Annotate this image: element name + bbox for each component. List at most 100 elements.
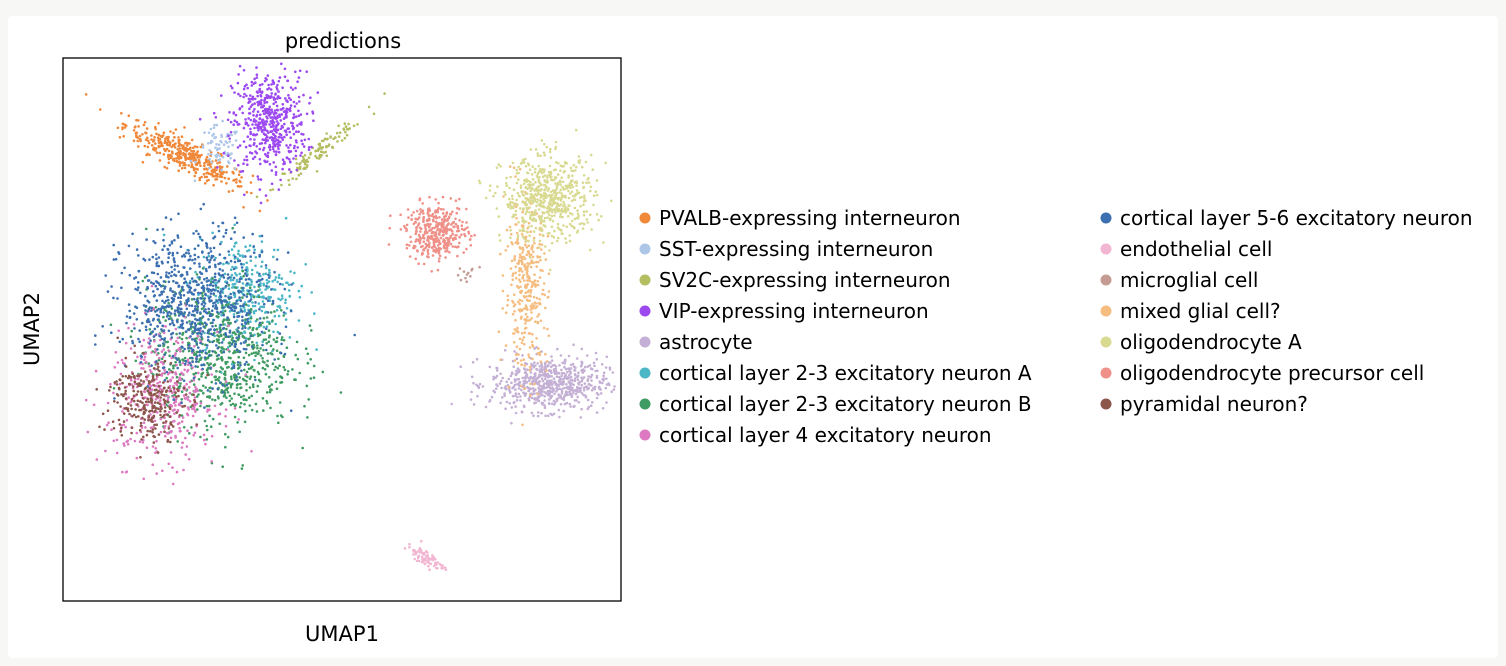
point-series-12 — [529, 180, 532, 184]
point-series-12 — [573, 194, 576, 198]
point-series-0 — [191, 152, 195, 156]
point-series-0 — [135, 134, 138, 137]
point-series-11 — [530, 340, 534, 344]
point-series-3 — [271, 147, 275, 151]
point-series-8 — [286, 251, 290, 254]
point-series-12 — [516, 203, 519, 207]
point-series-0 — [227, 177, 230, 180]
point-series-0 — [218, 165, 222, 168]
point-series-0 — [233, 178, 237, 182]
point-series-4 — [547, 364, 550, 368]
point-series-5 — [285, 281, 288, 285]
point-series-7 — [193, 431, 197, 435]
point-series-8 — [185, 299, 188, 302]
point-series-4 — [549, 396, 553, 400]
point-series-4 — [563, 365, 566, 369]
point-series-8 — [204, 308, 207, 311]
point-series-3 — [297, 95, 301, 99]
point-series-6 — [229, 403, 233, 407]
point-series-8 — [167, 256, 170, 259]
point-series-12 — [533, 171, 537, 174]
point-series-11 — [515, 345, 519, 349]
point-series-8 — [176, 366, 179, 370]
point-series-11 — [512, 304, 516, 308]
point-series-7 — [130, 383, 133, 386]
point-series-3 — [316, 91, 320, 94]
point-series-2 — [317, 147, 320, 151]
point-series-8 — [165, 370, 169, 374]
point-series-11 — [529, 308, 533, 311]
point-series-4 — [553, 403, 556, 406]
point-series-6 — [234, 403, 238, 407]
point-series-8 — [154, 284, 158, 288]
point-series-4 — [583, 382, 587, 385]
point-series-12 — [558, 180, 561, 184]
point-series-2 — [304, 161, 307, 165]
point-series-7 — [171, 466, 174, 469]
point-series-3 — [252, 114, 255, 117]
point-series-8 — [215, 306, 219, 310]
point-series-3 — [287, 96, 291, 100]
point-series-8 — [123, 266, 126, 270]
point-series-12 — [514, 209, 518, 213]
point-series-7 — [122, 442, 125, 445]
point-series-4 — [459, 365, 463, 369]
point-series-6 — [248, 326, 252, 329]
point-series-0 — [179, 156, 183, 160]
point-series-9 — [428, 568, 431, 571]
point-series-8 — [214, 284, 218, 287]
point-series-6 — [276, 414, 279, 418]
point-series-6 — [188, 320, 191, 323]
point-series-8 — [222, 306, 225, 310]
point-series-7 — [181, 416, 185, 419]
point-series-0 — [144, 138, 148, 141]
point-series-6 — [250, 394, 253, 398]
point-series-7 — [116, 361, 120, 364]
point-series-8 — [211, 221, 215, 225]
point-series-8 — [199, 327, 202, 330]
point-series-4 — [470, 390, 473, 394]
point-series-5 — [271, 287, 275, 291]
point-series-7 — [171, 482, 175, 486]
point-series-12 — [597, 218, 600, 222]
point-series-4 — [583, 369, 586, 373]
point-series-3 — [268, 162, 272, 166]
point-series-8 — [151, 255, 155, 259]
point-series-12 — [559, 212, 562, 216]
point-series-3 — [257, 129, 260, 132]
point-series-7 — [119, 372, 123, 376]
point-series-5 — [284, 298, 288, 302]
point-series-0 — [183, 126, 186, 129]
point-series-8 — [164, 216, 168, 219]
point-series-4 — [514, 405, 517, 408]
point-series-6 — [261, 397, 265, 400]
point-series-3 — [281, 158, 285, 161]
point-series-8 — [199, 311, 202, 314]
point-series-12 — [505, 176, 508, 180]
point-series-12 — [542, 151, 546, 154]
point-series-4 — [557, 371, 561, 375]
point-series-7 — [155, 439, 158, 443]
point-series-0 — [127, 114, 131, 117]
point-series-6 — [262, 409, 265, 412]
point-series-12 — [530, 187, 534, 190]
point-series-11 — [538, 297, 541, 301]
point-series-12 — [569, 166, 573, 170]
point-series-12 — [559, 199, 563, 202]
point-series-4 — [538, 380, 542, 383]
point-series-3 — [288, 130, 292, 134]
point-series-0 — [188, 152, 192, 155]
point-series-3 — [276, 145, 280, 149]
point-series-5 — [274, 276, 278, 279]
point-series-4 — [542, 383, 546, 387]
point-series-6 — [242, 356, 246, 360]
point-series-3 — [274, 111, 278, 115]
point-series-6 — [238, 430, 241, 434]
point-series-8 — [188, 361, 191, 365]
point-series-0 — [167, 149, 171, 153]
point-series-8 — [145, 328, 148, 332]
point-series-3 — [253, 107, 256, 111]
point-series-0 — [157, 133, 161, 137]
point-series-8 — [188, 304, 191, 307]
point-series-8 — [244, 272, 247, 275]
